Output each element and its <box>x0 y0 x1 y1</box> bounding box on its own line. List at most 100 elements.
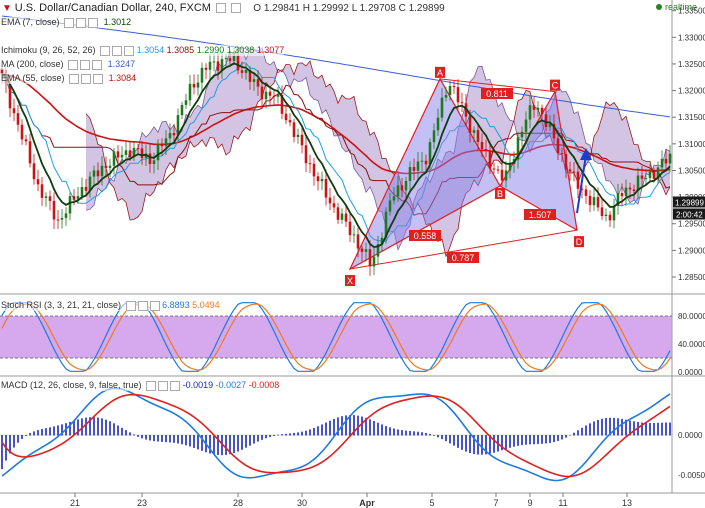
stoch-tick-label: 40.0000 <box>678 340 705 349</box>
candle-body <box>560 153 564 155</box>
candle-body <box>220 59 224 71</box>
macd-bar <box>381 424 383 436</box>
candle-body <box>292 122 296 138</box>
pattern-ratio-box <box>524 209 556 220</box>
macd-bar <box>601 418 603 436</box>
time-tick-label: 7 <box>493 498 498 508</box>
macd-bar <box>377 422 379 436</box>
pattern-line-xd <box>349 229 578 270</box>
candle-body <box>372 256 376 267</box>
macd-bar <box>657 422 659 436</box>
macd-bar <box>517 435 519 446</box>
candle-body <box>540 107 544 115</box>
macd-bar <box>557 435 559 441</box>
stoch-remove-button[interactable] <box>149 300 160 311</box>
macd-legend: MACD (12, 26, close, 9, false, true) -0.… <box>1 380 280 391</box>
macd-bar <box>561 435 563 440</box>
macd-bar <box>549 435 551 443</box>
ichimoku-remove-button[interactable] <box>124 45 135 56</box>
macd-bar <box>357 415 359 436</box>
macd-bar <box>577 430 579 436</box>
macd-bar <box>361 416 363 436</box>
ma200-settings-button[interactable] <box>68 59 79 70</box>
hide-button[interactable] <box>230 3 241 14</box>
macd-bar <box>109 421 111 436</box>
macd-bar <box>25 435 27 436</box>
macd-bar <box>281 434 283 436</box>
macd-bar <box>37 430 39 436</box>
macd-bar <box>597 419 599 436</box>
candle-body <box>344 213 348 222</box>
macd-bar <box>213 435 215 455</box>
macd-remove-button[interactable] <box>170 380 181 391</box>
macd-bar <box>541 435 543 444</box>
ema55-hide-button[interactable] <box>81 73 92 84</box>
candle-body <box>80 187 84 197</box>
macd-bar <box>421 432 423 436</box>
candle-body <box>352 234 356 236</box>
candle-body <box>408 167 412 182</box>
macd-bar <box>177 435 179 444</box>
ema7-remove-button[interactable] <box>88 17 99 28</box>
ohlc-readout: O 1.29841 H 1.29992 L 1.29708 C 1.29899 <box>253 3 445 14</box>
settings-button[interactable] <box>215 3 226 14</box>
macd-bar <box>625 419 627 436</box>
stoch-settings-button[interactable] <box>125 300 136 311</box>
ichimoku-hide-button[interactable] <box>112 45 123 56</box>
macd-bar <box>301 431 303 436</box>
macd-histogram <box>1 415 671 470</box>
candle-body <box>624 187 628 197</box>
candle-body <box>88 176 92 191</box>
ema7-hide-button[interactable] <box>76 17 87 28</box>
pattern-ratio-label: 0.558 <box>414 231 437 241</box>
macd-hide-button[interactable] <box>158 380 169 391</box>
stoch-k-line <box>1 302 671 372</box>
candle-body <box>388 200 392 212</box>
macd-bar <box>449 435 451 444</box>
ema55-remove-button[interactable] <box>93 73 104 84</box>
ema7-settings-button[interactable] <box>64 17 75 28</box>
macd-bar <box>565 435 567 438</box>
candle-body <box>136 148 140 150</box>
projection-arrow-icon <box>580 148 592 160</box>
pattern-ratio-box <box>447 252 479 263</box>
ema7-line <box>1 62 671 249</box>
candle-body <box>460 102 464 104</box>
macd-settings-button[interactable] <box>146 380 157 391</box>
candle-body <box>156 143 160 161</box>
macd-bar <box>529 435 531 445</box>
stoch-hide-button[interactable] <box>137 300 148 311</box>
macd-bar <box>389 427 391 436</box>
macd-bar <box>605 418 607 436</box>
macd-bar <box>81 418 83 436</box>
macd-bar <box>573 432 575 436</box>
macd-bar <box>145 435 147 440</box>
ema55-settings-button[interactable] <box>69 73 80 84</box>
candle-body <box>552 123 556 139</box>
macd-bar <box>193 435 195 448</box>
macd-bar <box>337 417 339 436</box>
candle-body <box>468 116 472 133</box>
price-tick-label: 1.29500 <box>678 220 705 229</box>
macd-bar <box>425 432 427 436</box>
pattern-point-b: B <box>497 189 503 199</box>
ma200-hide-button[interactable] <box>80 59 91 70</box>
candle-body <box>608 214 612 221</box>
candle-body <box>620 192 624 197</box>
candle-body <box>596 197 600 208</box>
macd-bar <box>593 421 595 436</box>
macd-bar <box>285 433 287 436</box>
pattern-point-b-box <box>495 187 505 199</box>
macd-bar <box>237 435 239 452</box>
macd-bar <box>133 434 135 436</box>
ma200-remove-button[interactable] <box>92 59 103 70</box>
macd-bar <box>645 422 647 436</box>
ema7-legend: EMA (7, close) 1.3012 <box>1 17 132 28</box>
candle-body <box>208 61 212 70</box>
ichimoku-settings-button[interactable] <box>100 45 111 56</box>
candle-body <box>360 248 364 252</box>
macd-bar <box>89 417 91 436</box>
candle-body <box>244 69 248 73</box>
macd-bar <box>313 427 315 436</box>
